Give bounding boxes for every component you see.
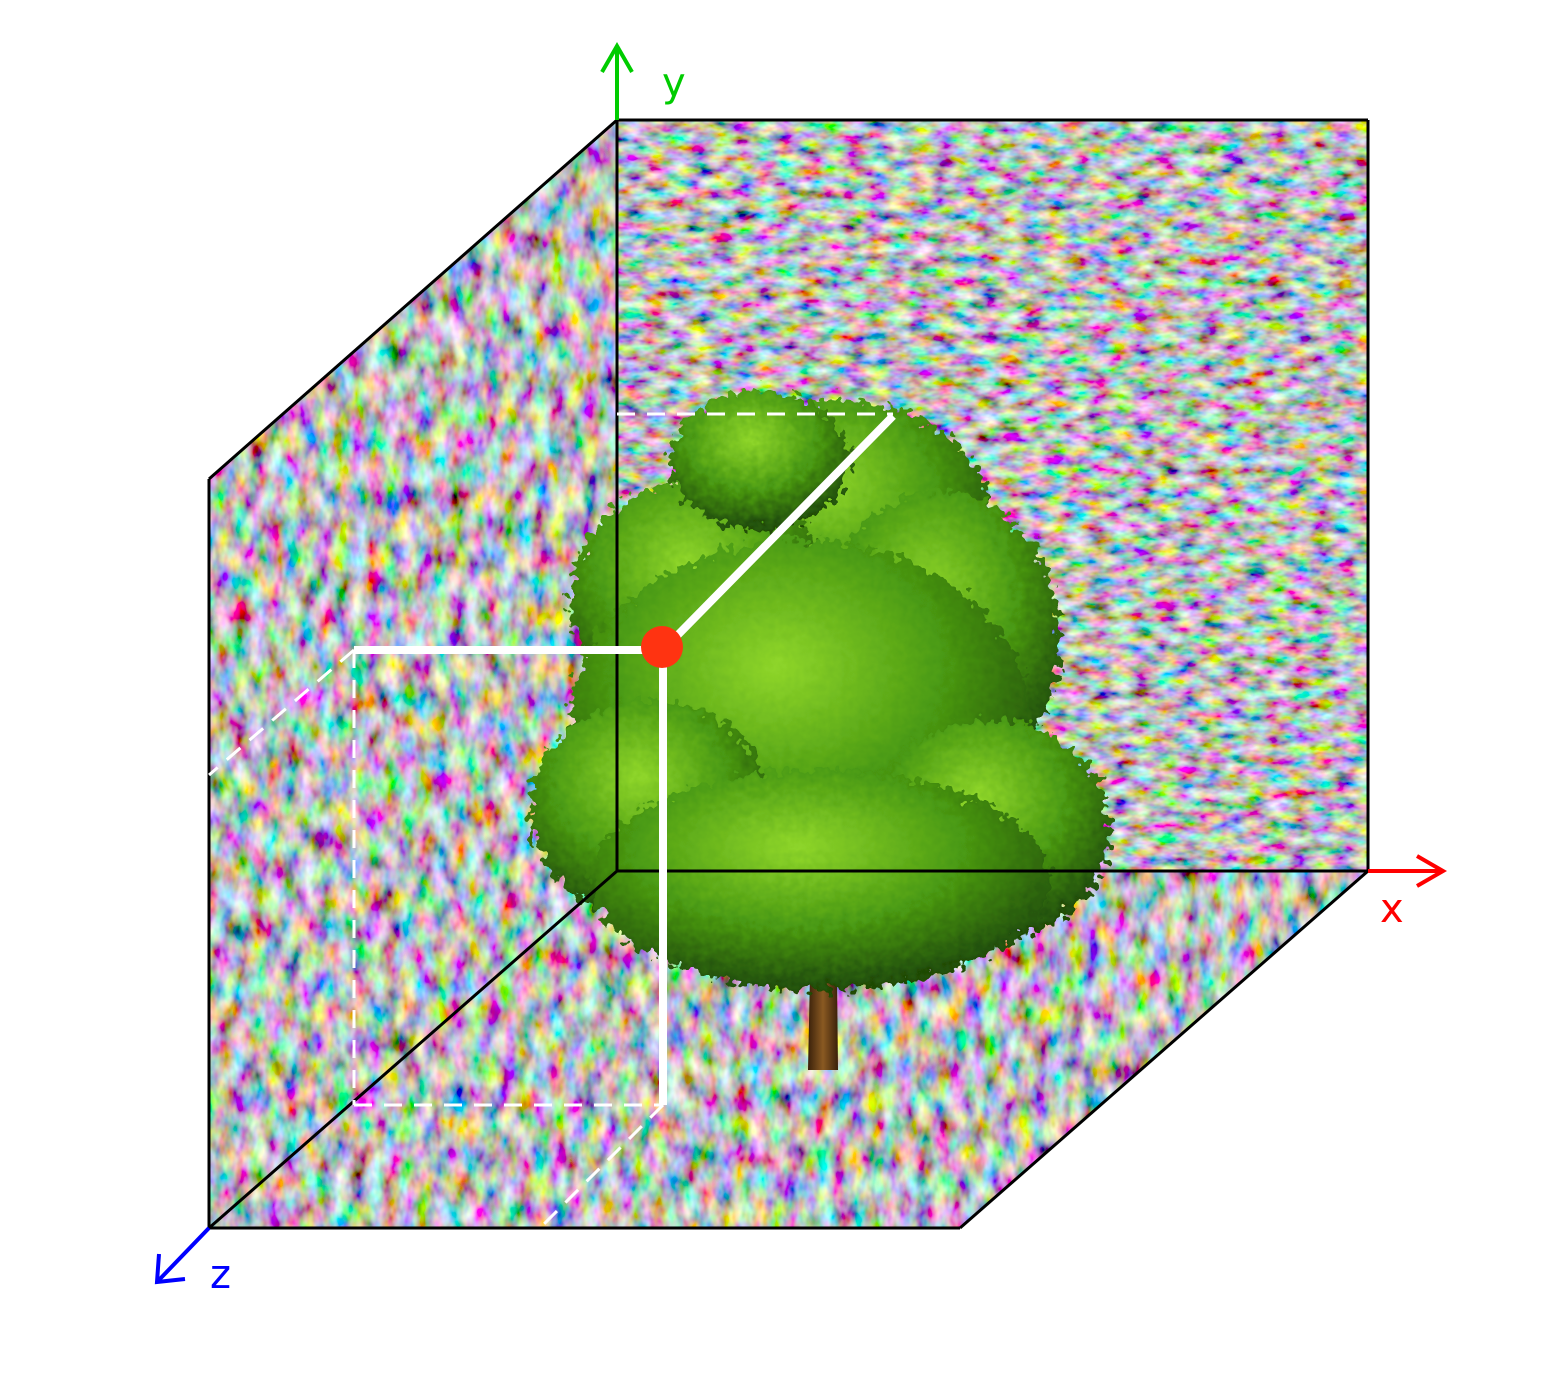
x-axis-label: x — [1380, 886, 1404, 932]
cube-edges — [207, 118, 1370, 1230]
tree-icon — [530, 390, 1110, 1070]
y-axis-arrow — [600, 41, 634, 120]
coordinate-guides-solid — [354, 413, 896, 1105]
coordinate-guides-dashed — [208, 412, 893, 1230]
y-axis-label: y — [662, 60, 686, 106]
point-marker-icon — [641, 626, 683, 668]
z-axis-label: z — [210, 1252, 231, 1298]
z-axis-arrow — [154, 1226, 211, 1285]
x-axis-arrow — [1368, 854, 1448, 888]
